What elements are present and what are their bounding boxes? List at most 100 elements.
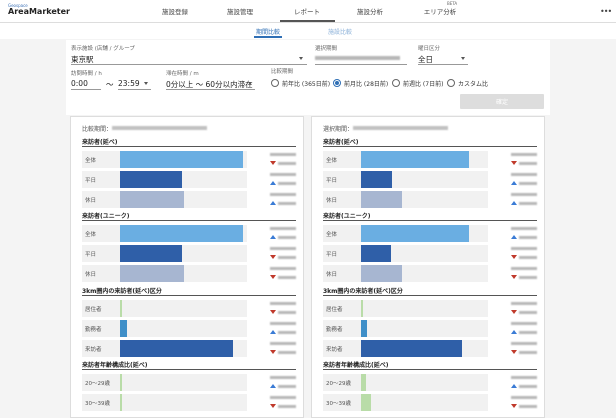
bar: [361, 300, 364, 317]
bar: [361, 151, 470, 168]
visit-separator: 〜: [106, 80, 114, 89]
blurred-number: [270, 322, 296, 325]
row-label: 30〜39歳: [326, 401, 351, 407]
row-label: 20〜29歳: [326, 381, 351, 387]
underline: [315, 64, 407, 65]
subtab[interactable]: 期間比較: [256, 29, 281, 36]
trend-icon: [270, 161, 276, 165]
section-title: 3km圏内の来訪者(延べ)区分: [82, 288, 162, 295]
section-title: 来訪者(ユニーク): [323, 213, 371, 220]
row-label: 来訪者: [85, 347, 102, 353]
blurred-number: [511, 227, 537, 230]
radio-label: 前週比 (7日前): [403, 81, 444, 88]
confirm-button[interactable]: [460, 94, 544, 109]
filter-label: 滞在時間 / m: [166, 71, 199, 77]
trend-icon: [270, 255, 276, 259]
blurred-number: [511, 376, 537, 379]
row-label: 勤務者: [85, 327, 102, 333]
facility-select[interactable]: 東京駅: [71, 55, 94, 64]
menu-dots[interactable]: •••: [600, 7, 612, 16]
radio[interactable]: [447, 79, 455, 87]
bar: [361, 171, 392, 188]
row-bg: [323, 171, 488, 188]
bar: [361, 340, 462, 357]
bar: [361, 374, 366, 391]
filter-label: 比較期間: [271, 69, 294, 75]
subtab[interactable]: 施設比較: [328, 29, 353, 36]
blurred-number: [519, 182, 537, 185]
filter-label: 曜日区分: [418, 46, 441, 52]
row-bg: [323, 191, 488, 208]
trend-icon: [511, 255, 517, 259]
row-label: 全体: [85, 158, 97, 164]
blurred-number: [519, 331, 537, 334]
blurred-number: [511, 247, 537, 250]
radio-label: カスタム比: [458, 81, 489, 88]
radio-dot: [335, 81, 339, 85]
section-rule: [323, 146, 537, 147]
underline: [166, 89, 255, 90]
bar: [120, 300, 123, 317]
row-label: 30〜39歳: [85, 401, 110, 407]
stay-select[interactable]: 0分以上 〜 60分以内滞在: [166, 80, 253, 89]
trend-icon: [511, 161, 517, 165]
dropdown-arrow: [248, 82, 252, 85]
radio-label: 前年比 (365日前): [282, 81, 331, 88]
row-label: 休日: [326, 198, 338, 204]
nav-item[interactable]: 施設分析: [357, 8, 383, 16]
row-label: 平日: [85, 178, 97, 184]
radio[interactable]: [271, 79, 279, 87]
blurred-number: [511, 342, 537, 345]
blurred-number: [270, 193, 296, 196]
section-title: 来訪者(延べ): [323, 139, 359, 146]
section-rule: [323, 220, 537, 221]
trend-icon: [270, 275, 276, 279]
nav-item[interactable]: 施設管理: [227, 8, 253, 16]
radio[interactable]: [392, 79, 400, 87]
nav-item[interactable]: レポート: [294, 8, 320, 16]
logo-small: Geospace: [8, 3, 28, 8]
underline: [71, 64, 307, 65]
bar: [361, 265, 402, 282]
row-label: 全体: [85, 232, 97, 238]
blurred-period: [353, 126, 448, 130]
dropdown-arrow: [144, 82, 148, 85]
blurred-number: [270, 267, 296, 270]
nav-item[interactable]: エリア分析: [423, 8, 457, 16]
blurred-number: [511, 322, 537, 325]
blurred-number: [270, 302, 296, 305]
blurred-number: [519, 256, 537, 259]
trend-icon: [511, 275, 517, 279]
weekday-select[interactable]: 全日: [418, 55, 433, 64]
nav-item[interactable]: 施設登録: [162, 8, 188, 16]
row-bg: [82, 394, 247, 411]
section-rule: [323, 369, 537, 370]
underline: [118, 89, 151, 90]
trend-icon: [511, 404, 517, 408]
bar: [120, 374, 123, 391]
section-rule: [82, 220, 296, 221]
subtab-underline: [254, 36, 282, 38]
trend-icon: [511, 201, 517, 205]
visit-from[interactable]: 0:00: [71, 79, 88, 88]
blurred-number: [511, 153, 537, 156]
row-label: 居住者: [326, 307, 343, 313]
trend-icon: [270, 350, 276, 354]
blurred-number: [270, 376, 296, 379]
filter-label: 表示施設 (店舗 / グループ: [71, 46, 135, 52]
subtab-bar: [0, 23, 616, 39]
row-label: 20〜29歳: [85, 381, 110, 387]
trend-icon: [270, 310, 276, 314]
blurred-number: [270, 342, 296, 345]
row-label: 勤務者: [326, 327, 343, 333]
row-bg: [82, 300, 247, 317]
header: [0, 0, 616, 23]
visit-to[interactable]: 23:59: [118, 79, 140, 88]
dropdown-arrow: [461, 57, 465, 60]
bar: [120, 245, 182, 262]
row-bg: [323, 265, 488, 282]
trend-icon: [511, 181, 517, 185]
underline: [418, 64, 468, 65]
bar: [120, 340, 234, 357]
trend-icon: [511, 235, 517, 239]
